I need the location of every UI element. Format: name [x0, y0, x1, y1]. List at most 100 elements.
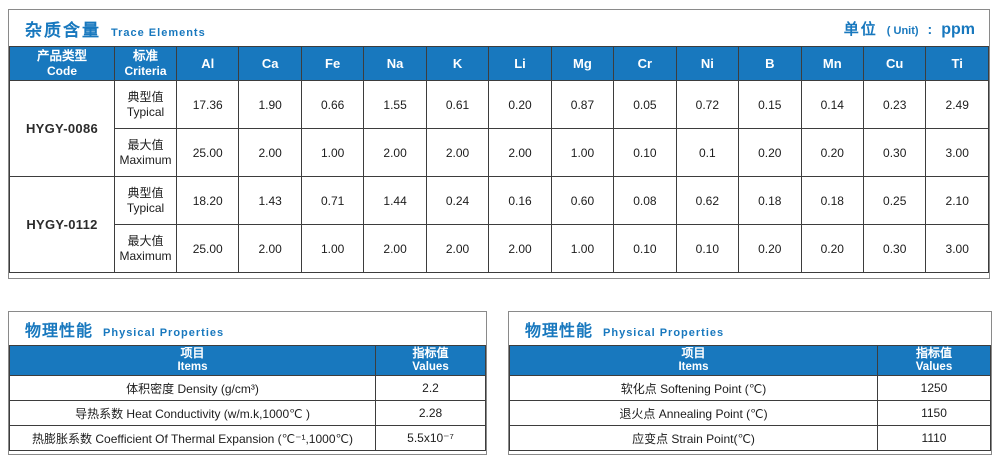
element-value-cell: 0.72 — [675, 80, 740, 129]
element-value-cell: 0.16 — [488, 176, 552, 225]
element-header: B — [738, 46, 802, 81]
table-row: 软化点 Softening Point (℃) 1250 — [509, 375, 991, 401]
criteria-cell: 典型值 Typical — [114, 80, 177, 129]
element-value-cell: 0.62 — [675, 176, 740, 225]
element-value-cell: 25.00 — [175, 224, 240, 273]
element-value-cell: 25.00 — [175, 128, 240, 177]
element-value-cell: 0.10 — [613, 128, 677, 177]
criteria-header-zh: 标准 — [132, 48, 158, 63]
trace-elements-table: 产品类型 Code 标准 Criteria Al Ca Fe Na K Li M… — [9, 46, 989, 273]
element-value-cell: 0.24 — [425, 176, 490, 225]
property-item-cell: 导热系数 Heat Conductivity (w/m.k,1000℃ ) — [9, 400, 376, 426]
items-header-en: Items — [678, 360, 709, 373]
criteria-en: Typical — [126, 104, 165, 119]
criteria-zh: 最大值 — [127, 137, 164, 152]
element-value-cell: 0.14 — [800, 80, 864, 129]
physical-properties-left-section: 物理性能 Physical Properties 项目 Items 指标值 Va… — [8, 311, 487, 455]
physical-left-title-en: Physical Properties — [103, 326, 225, 339]
physical-header-row: 项目 Items 指标值 Values — [509, 345, 991, 376]
property-value-cell: 2.28 — [375, 400, 486, 426]
criteria-cell: 典型值 Typical — [114, 176, 177, 225]
code-header-en: Code — [47, 63, 77, 78]
code-column-header: 产品类型 Code — [9, 46, 115, 81]
criteria-zh: 最大值 — [127, 233, 164, 248]
element-value-cell: 0.18 — [800, 176, 864, 225]
element-value-cell: 17.36 — [175, 80, 240, 129]
element-header: Mn — [800, 46, 864, 81]
element-header: Ca — [238, 46, 302, 81]
element-value-cell: 0.15 — [738, 80, 802, 129]
physical-right-table: 项目 Items 指标值 Values 软化点 Softening Point … — [509, 345, 991, 451]
criteria-cell: 最大值 Maximum — [114, 128, 177, 177]
trace-header-row: 产品类型 Code 标准 Criteria Al Ca Fe Na K Li M… — [9, 46, 989, 81]
unit-value: ppm — [941, 20, 975, 38]
values-column-header: 指标值 Values — [877, 345, 991, 376]
criteria-en: Typical — [126, 200, 165, 215]
element-value-cell: 1.44 — [363, 176, 427, 225]
element-header: Li — [488, 46, 552, 81]
element-value-cell: 0.20 — [738, 128, 802, 177]
unit-label-en: ( Unit) — [886, 24, 919, 37]
element-value-cell: 3.00 — [925, 128, 989, 177]
values-header-en: Values — [915, 360, 953, 373]
criteria-zh: 典型值 — [127, 185, 164, 200]
element-value-cell: 0.25 — [862, 176, 927, 225]
criteria-header-en: Criteria — [124, 63, 167, 78]
element-header: Cr — [613, 46, 677, 81]
element-value-cell: 0.20 — [800, 128, 864, 177]
element-value-cell: 2.00 — [488, 128, 552, 177]
element-value-cell: 0.08 — [613, 176, 677, 225]
property-item-cell: 退火点 Annealing Point (℃) — [509, 400, 878, 426]
element-value-cell: 1.00 — [300, 224, 365, 273]
element-value-cell: 1.00 — [550, 224, 615, 273]
trace-elements-titlebar: 杂质含量 Trace Elements 单位 ( Unit) : ppm — [9, 10, 989, 46]
element-value-cell: 0.87 — [550, 80, 615, 129]
element-value-cell: 0.23 — [862, 80, 927, 129]
element-header: Ni — [675, 46, 740, 81]
physical-left-titlebar: 物理性能 Physical Properties — [9, 312, 486, 345]
element-value-cell: 0.1 — [675, 128, 740, 177]
element-value-cell: 2.10 — [925, 176, 989, 225]
element-value-cell: 0.10 — [613, 224, 677, 273]
element-value-cell: 18.20 — [175, 176, 240, 225]
criteria-en: Maximum — [119, 152, 172, 167]
element-value-cell: 2.00 — [425, 128, 490, 177]
table-row: HYGY-0086 典型值 Typical 17.36 1.90 0.66 1.… — [9, 80, 989, 177]
values-column-header: 指标值 Values — [375, 345, 486, 376]
criteria-zh: 典型值 — [127, 89, 164, 104]
criteria-cell: 最大值 Maximum — [114, 224, 177, 273]
physical-left-table: 项目 Items 指标值 Values 体积密度 Density (g/cm³)… — [9, 345, 486, 451]
element-value-cell: 1.00 — [300, 128, 365, 177]
property-value-cell: 1150 — [877, 400, 991, 426]
element-header: Cu — [862, 46, 927, 81]
items-header-en: Items — [177, 360, 208, 373]
product-code-cell: HYGY-0112 — [9, 176, 115, 273]
values-header-en: Values — [412, 360, 449, 373]
table-row: HYGY-0112 典型值 Typical 18.20 1.43 0.71 1.… — [9, 176, 989, 273]
items-column-header: 项目 Items — [509, 345, 878, 376]
property-item-cell: 热膨胀系数 Coefficient Of Thermal Expansion (… — [9, 425, 376, 451]
items-header-zh: 项目 — [681, 346, 706, 361]
physical-right-title-zh: 物理性能 — [525, 322, 594, 340]
element-value-cell: 2.00 — [425, 224, 490, 273]
table-row: 热膨胀系数 Coefficient Of Thermal Expansion (… — [9, 425, 486, 451]
table-row: 退火点 Annealing Point (℃) 1150 — [509, 400, 991, 426]
element-value-cell: 1.43 — [238, 176, 302, 225]
trace-elements-title-zh: 杂质含量 — [25, 20, 101, 40]
table-row: 应变点 Strain Point(℃) 1110 — [509, 425, 991, 451]
property-value-cell: 1110 — [877, 425, 991, 451]
property-item-cell: 体积密度 Density (g/cm³) — [9, 375, 376, 401]
criteria-column-header: 标准 Criteria — [114, 46, 177, 81]
element-header: Al — [175, 46, 240, 81]
element-value-cell: 0.60 — [550, 176, 615, 225]
items-column-header: 项目 Items — [9, 345, 376, 376]
element-value-cell: 2.00 — [238, 128, 302, 177]
element-value-cell: 2.00 — [238, 224, 302, 273]
element-header: K — [425, 46, 490, 81]
element-value-cell: 0.18 — [738, 176, 802, 225]
element-value-cell: 2.00 — [488, 224, 552, 273]
code-header-zh: 产品类型 — [36, 48, 87, 63]
trace-elements-title-en: Trace Elements — [111, 26, 206, 39]
element-header: Na — [363, 46, 427, 81]
element-header: Fe — [300, 46, 365, 81]
